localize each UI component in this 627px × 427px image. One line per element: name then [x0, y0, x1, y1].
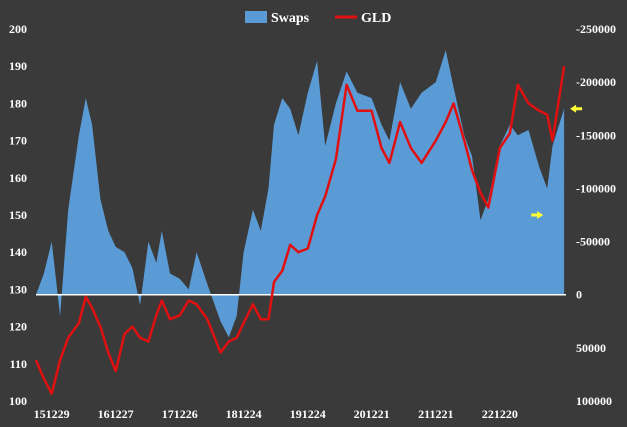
x-axis-tick-label: 211221	[418, 407, 453, 421]
x-axis-tick-label: 161227	[98, 407, 134, 421]
left-axis-tick-label: 120	[9, 320, 27, 334]
right-axis-tick-label: -200000	[576, 75, 616, 89]
right-axis-tick-label: -250000	[576, 22, 616, 36]
x-axis-tick-label: 221220	[482, 407, 518, 421]
left-axis-tick-label: 130	[9, 282, 27, 296]
x-axis-tick-label: 191224	[290, 407, 326, 421]
left-axis-tick-label: 190	[9, 59, 27, 73]
left-axis-tick-label: 150	[9, 208, 27, 222]
arrow-annotation	[531, 211, 544, 219]
legend-swatch-swaps	[245, 11, 267, 23]
legend-label-swaps: Swaps	[271, 11, 310, 26]
right-axis-tick-label: 100000	[576, 394, 612, 408]
right-axis-tick-label: -50000	[576, 235, 610, 249]
x-axis-tick-label: 181224	[226, 407, 262, 421]
left-axis-tick-label: 110	[10, 357, 27, 371]
right-axis-tick-label: 50000	[576, 341, 606, 355]
swaps-area	[36, 50, 565, 338]
left-axis-tick-label: 140	[9, 245, 27, 259]
x-axis-tick-label: 201221	[354, 407, 390, 421]
legend-label-gld: GLD	[361, 11, 391, 26]
right-axis-tick-label: -150000	[576, 128, 616, 142]
left-axis-tick-label: 170	[9, 134, 27, 148]
x-axis-tick-label: 171226	[162, 407, 198, 421]
gld-line	[34, 66, 566, 395]
left-axis-tick-label: 200	[9, 22, 27, 36]
right-axis-tick-label: 0	[576, 288, 582, 302]
left-axis-tick-label: 100	[9, 394, 27, 408]
x-axis-tick-label: 151229	[34, 407, 70, 421]
right-axis-tick-label: -100000	[576, 181, 616, 195]
left-axis-tick-label: 180	[9, 96, 27, 110]
left-axis-tick-label: 160	[9, 171, 27, 185]
arrow-annotation	[570, 104, 583, 113]
